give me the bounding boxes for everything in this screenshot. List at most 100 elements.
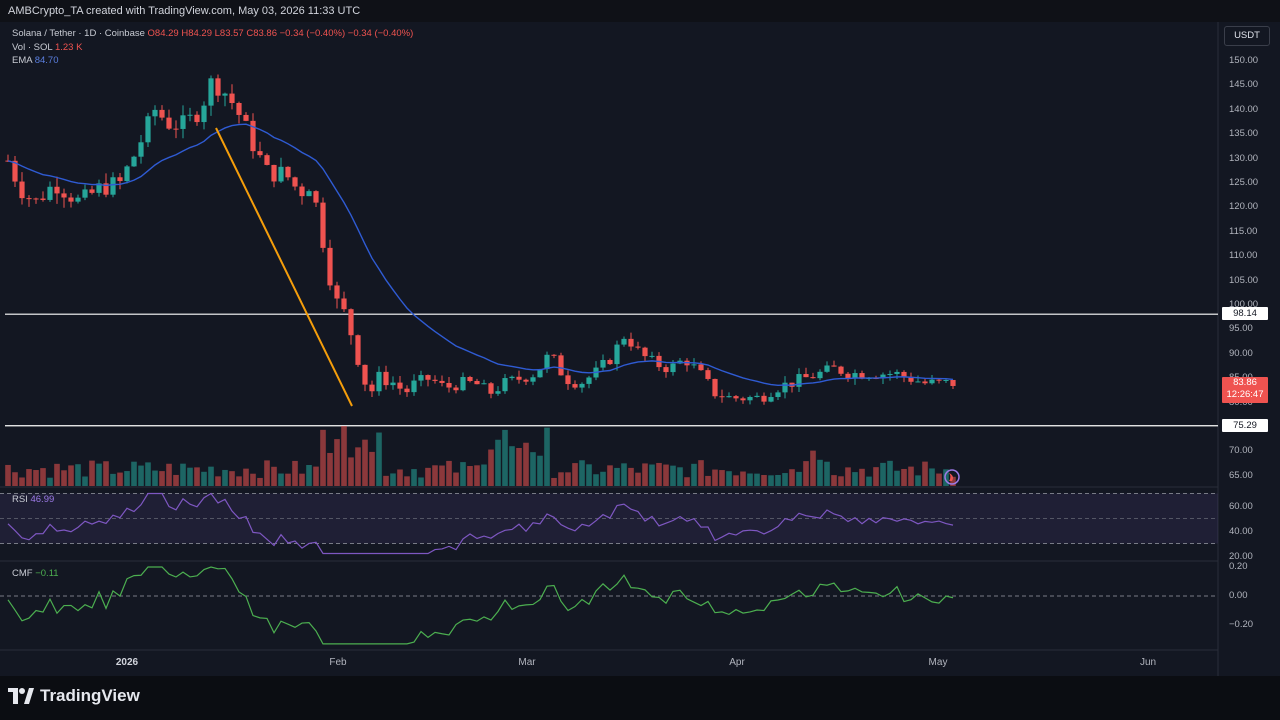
candle-body bbox=[89, 189, 95, 193]
cmf-tick-0: 0.20 bbox=[1229, 561, 1248, 572]
candle-body bbox=[600, 359, 606, 368]
candle-body bbox=[334, 285, 340, 299]
volume-bar bbox=[691, 463, 697, 486]
volume-bar bbox=[194, 467, 200, 486]
legend-change-2: −0.34 (−0.40%) bbox=[347, 28, 414, 39]
candle-body bbox=[47, 186, 53, 200]
rsi-tick-1: 40.00 bbox=[1229, 526, 1253, 537]
price-tick-3: 135.00 bbox=[1229, 128, 1259, 140]
candle-body bbox=[880, 374, 886, 379]
candle-body bbox=[642, 347, 648, 357]
candle-body bbox=[138, 142, 144, 157]
volume-bar bbox=[817, 459, 823, 486]
candle-body bbox=[243, 114, 249, 121]
price-tick-17: 65.00 bbox=[1229, 469, 1253, 481]
volume-bar bbox=[600, 471, 606, 486]
volume-bar bbox=[68, 465, 74, 486]
candle-body bbox=[775, 392, 781, 398]
volume-bar bbox=[453, 472, 459, 486]
candle-body bbox=[894, 371, 900, 374]
volume-bar bbox=[5, 464, 11, 486]
volume-bar bbox=[502, 429, 508, 486]
candle-body bbox=[145, 116, 151, 143]
candle-body bbox=[530, 377, 536, 382]
candle-body bbox=[474, 380, 480, 385]
candle-body bbox=[838, 366, 844, 374]
volume-bar bbox=[299, 473, 305, 486]
support-level-label: 75.29 bbox=[1222, 419, 1268, 432]
candle-body bbox=[803, 374, 809, 378]
candle-body bbox=[929, 379, 935, 384]
candle-body bbox=[544, 354, 550, 370]
volume-bar bbox=[341, 426, 347, 486]
candle-body bbox=[635, 346, 641, 348]
volume-bar bbox=[565, 472, 571, 486]
price-tick-9: 105.00 bbox=[1229, 274, 1259, 286]
volume-bar bbox=[313, 466, 319, 486]
volume-bar bbox=[943, 469, 949, 486]
candle-body bbox=[61, 193, 67, 198]
candle-body bbox=[250, 120, 256, 152]
candle-body bbox=[215, 78, 221, 96]
volume-bar bbox=[236, 476, 242, 486]
legend-low: L83.57 bbox=[214, 28, 244, 39]
candle-body bbox=[488, 383, 494, 394]
candle-body bbox=[901, 371, 907, 377]
volume-bar bbox=[796, 471, 802, 486]
candle-body bbox=[152, 109, 158, 117]
candle-body bbox=[537, 369, 543, 378]
volume-bar bbox=[334, 439, 340, 486]
volume-bar bbox=[103, 461, 109, 486]
candle-body bbox=[509, 376, 515, 379]
volume-bar bbox=[873, 467, 879, 486]
candle-body bbox=[75, 197, 81, 202]
candle-body bbox=[691, 364, 697, 366]
volume-bar bbox=[838, 476, 844, 486]
price-tick-1: 145.00 bbox=[1229, 79, 1259, 91]
price-tick-0: 150.00 bbox=[1229, 55, 1259, 66]
tradingview-logo[interactable]: TradingView bbox=[8, 686, 140, 706]
candle-body bbox=[159, 109, 165, 118]
volume-bar bbox=[824, 461, 830, 486]
candle-body bbox=[761, 395, 767, 402]
volume-bar bbox=[852, 472, 858, 486]
candle-body bbox=[824, 365, 830, 372]
legend-symbol: Solana / Tether · 1D · Coinbase bbox=[12, 28, 145, 39]
volume-bar bbox=[124, 471, 130, 486]
volume-bar bbox=[432, 465, 438, 486]
cmf-tick-1: 0.00 bbox=[1229, 590, 1248, 601]
volume-bar bbox=[866, 476, 872, 486]
currency-button[interactable]: USDT bbox=[1224, 26, 1270, 46]
price-tick-6: 120.00 bbox=[1229, 201, 1259, 213]
candle-body bbox=[166, 117, 172, 129]
volume-bar bbox=[705, 475, 711, 486]
volume-bar bbox=[663, 464, 669, 486]
candle-body bbox=[859, 373, 865, 379]
candle-body bbox=[425, 375, 431, 380]
volume-bar bbox=[327, 452, 333, 486]
candle-body bbox=[103, 183, 109, 195]
volume-bar bbox=[460, 462, 466, 486]
candle-body bbox=[922, 381, 928, 384]
price-tick-11: 95.00 bbox=[1229, 323, 1253, 335]
candle-body bbox=[719, 396, 725, 398]
price-tick-7: 115.00 bbox=[1229, 225, 1258, 237]
volume-bar bbox=[306, 464, 312, 486]
volume-bar bbox=[131, 461, 137, 486]
volume-bar bbox=[180, 463, 186, 486]
price-chart[interactable] bbox=[0, 22, 1280, 676]
candle-body bbox=[131, 156, 137, 167]
candle-body bbox=[418, 375, 424, 381]
candle-body bbox=[40, 198, 46, 200]
chart-header: AMBCrypto_TA created with TradingView.co… bbox=[0, 0, 1280, 22]
volume-bar bbox=[635, 472, 641, 486]
volume-bar bbox=[726, 471, 732, 486]
volume-bar bbox=[425, 467, 431, 486]
candle-body bbox=[327, 247, 333, 286]
candle-body bbox=[411, 380, 417, 393]
candle-body bbox=[446, 382, 452, 388]
candle-body bbox=[306, 191, 312, 197]
ema-line bbox=[7, 123, 954, 386]
candle-body bbox=[285, 166, 291, 178]
candle-body bbox=[712, 378, 718, 397]
